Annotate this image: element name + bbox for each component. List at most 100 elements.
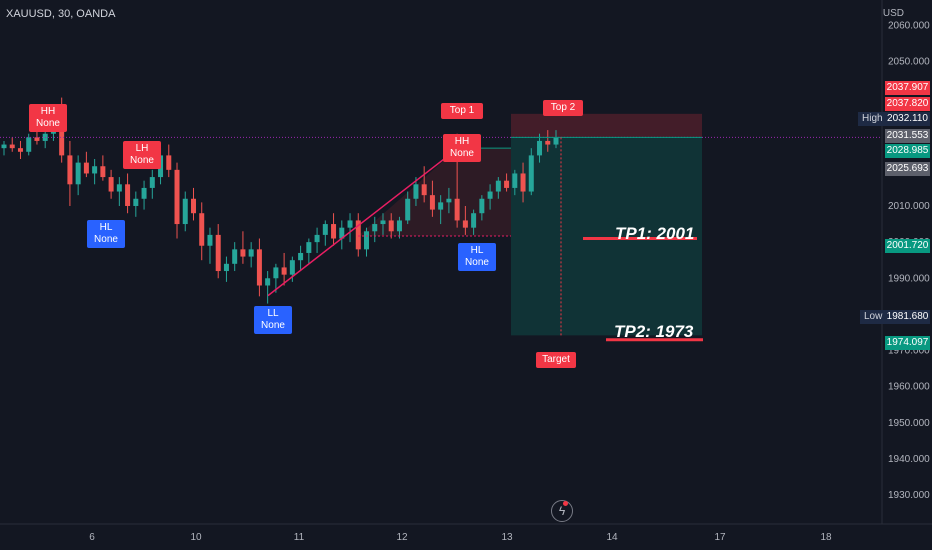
structure-label: HH None (443, 134, 481, 162)
candle-body (355, 220, 361, 250)
y-tick-label: 1960.000 (888, 382, 930, 393)
candle-body (182, 198, 188, 225)
x-tick-label: 18 (820, 532, 832, 543)
candle-body (512, 173, 518, 188)
candle-body (75, 162, 81, 185)
trade-zones (358, 113, 702, 336)
candle-body (116, 184, 122, 192)
candle-body (248, 249, 254, 257)
candle-body (190, 198, 196, 214)
uptrend-line (267, 147, 459, 297)
x-tick-label: 17 (714, 532, 726, 543)
structure-label: HH None (29, 104, 67, 132)
candle-body (240, 249, 246, 257)
flash-icon[interactable]: ϟ (551, 500, 573, 522)
candle-body (133, 198, 139, 206)
target-zone (511, 137, 702, 336)
candle-body (454, 198, 460, 221)
candle-body (59, 122, 65, 156)
candle-body (265, 278, 271, 286)
y-tick-label: 1930.000 (888, 490, 930, 501)
stop-zone (511, 113, 702, 138)
take-profit-label: TP2: 1973 (614, 322, 694, 341)
candle-body (487, 191, 493, 199)
candle-body (396, 220, 402, 232)
candle-body (438, 202, 444, 210)
candle-body (504, 180, 510, 188)
candle-body (9, 144, 15, 149)
symbol-label[interactable]: XAUUSD, 30, OANDA (6, 8, 116, 20)
candle-body (314, 234, 320, 243)
candle-body (429, 195, 435, 210)
price-tag: 1974.097 (885, 336, 930, 350)
candle-body (207, 234, 213, 246)
candle-body (528, 155, 534, 192)
price-tag: 2028.985 (885, 144, 930, 158)
price-tag-caption: Low (860, 310, 887, 324)
candle-body (380, 220, 386, 225)
price-axis: 2060.0002050.0002020.0002010.0002000.000… (881, 0, 930, 524)
candle-body (331, 224, 337, 239)
candle-body (322, 224, 328, 235)
currency-label: USD (882, 8, 904, 19)
y-tick-label: 2060.000 (888, 20, 930, 31)
y-tick-label: 1970.000 (888, 346, 930, 357)
candle-body (298, 252, 304, 261)
y-tick-label: 1990.000 (888, 273, 930, 284)
time-axis: 6 10 11 12 13 14 17 18 (0, 523, 932, 543)
price-tag: 2001.720 (885, 239, 930, 253)
price-tag: 2037.820 (885, 97, 930, 111)
x-tick-label: 11 (294, 532, 305, 543)
price-tag: 1981.680 (885, 310, 930, 324)
candle-body (495, 180, 501, 192)
candle-body (125, 184, 131, 206)
candle-body (17, 148, 23, 152)
candle-body (289, 260, 295, 275)
candle-body (413, 184, 419, 199)
candle-body (215, 234, 221, 272)
candle-body (34, 137, 40, 141)
candle-body (339, 227, 345, 239)
candle-body (364, 231, 370, 250)
y-tick-label: 2050.000 (888, 56, 930, 67)
candle-body (462, 220, 468, 228)
candle-body (199, 213, 205, 246)
candle-body (149, 177, 155, 188)
candle-body (537, 140, 543, 156)
candle-body (223, 263, 229, 272)
x-tick-label: 14 (606, 532, 618, 543)
candle-body (100, 166, 106, 178)
candle-body (166, 155, 172, 170)
x-tick-label: 10 (190, 532, 202, 543)
y-tick-label: 1950.000 (888, 418, 930, 429)
structure-label: Target (536, 352, 576, 368)
candle-body (1, 144, 7, 149)
y-tick-label: 2010.000 (888, 201, 930, 212)
candle-body (479, 198, 485, 214)
structure-label: LH None (123, 141, 161, 169)
candle-body (174, 169, 180, 225)
candle-body (108, 177, 114, 192)
price-tag-caption: High (858, 112, 887, 126)
candle-body (256, 249, 262, 286)
price-tag: 2032.110 (885, 112, 930, 126)
x-tick-label: 6 (89, 532, 95, 543)
price-tag: 2037.907 (885, 81, 930, 95)
candle-body (281, 267, 287, 275)
candle-body (67, 155, 73, 185)
candle-body (273, 267, 279, 279)
x-tick-label: 13 (501, 532, 513, 543)
trend-lines (0, 136, 882, 342)
candle-body (421, 184, 427, 196)
structure-label: HL None (87, 220, 125, 248)
structure-label: Top 1 (441, 103, 483, 119)
candle-body (388, 220, 394, 232)
candle-body (141, 187, 147, 199)
candle-body (545, 140, 551, 145)
y-tick-label: 1940.000 (888, 454, 930, 465)
candle-body (83, 162, 89, 174)
candle-body (26, 137, 32, 152)
x-tick-label: 12 (396, 532, 408, 543)
notification-dot (563, 501, 568, 506)
